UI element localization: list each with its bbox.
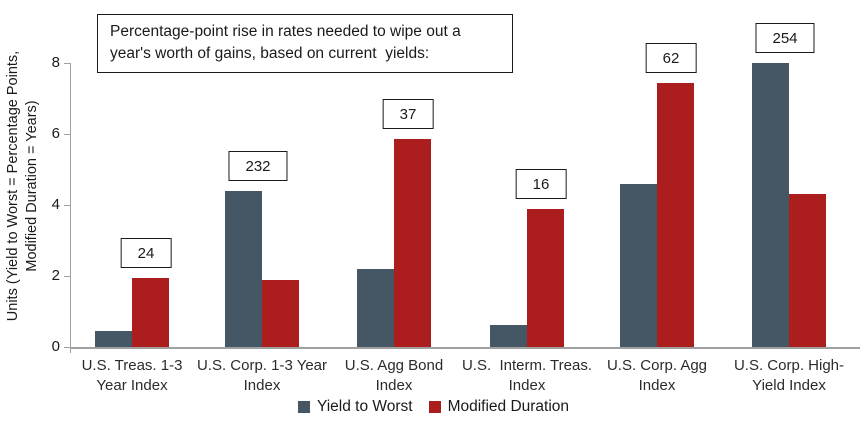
x-axis-start-tick [70, 347, 71, 353]
y-tick-mark [64, 205, 70, 206]
category-label-line: U.S. Interm. Treas. [461, 357, 593, 374]
category-label: U.S. Interm. Treas. Index [447, 356, 607, 396]
category-label-line: U.S. Corp. 1-3 Year [196, 357, 328, 374]
y-tick-label: 2 [51, 267, 60, 284]
category-label-line: Index [638, 377, 676, 394]
bar-yield-to-worst [357, 269, 394, 347]
y-tick-label: 8 [51, 54, 60, 71]
category-label-line: U.S. Treas. 1-3 [81, 357, 183, 374]
data-label-box: 62 [645, 43, 697, 73]
bar-modified-duration [789, 194, 826, 347]
category-label: U.S. Agg Bond Index [314, 356, 474, 396]
y-tick-mark [64, 63, 70, 64]
bar-yield-to-worst [95, 331, 132, 347]
bar-yield-to-worst [490, 325, 527, 347]
legend-label-yield-to-worst: Yield to Worst [316, 398, 413, 415]
category-label-line: Index [243, 377, 281, 394]
y-tick-mark [64, 134, 70, 135]
legend-label-modified-duration: Modified Duration [447, 398, 570, 415]
bar-modified-duration [132, 278, 169, 347]
legend-swatch-modified-duration [428, 401, 441, 413]
data-label-box: 232 [228, 151, 288, 181]
y-axis-title-line-1: Units (Yield to Worst = Percentage Point… [5, 50, 21, 322]
y-axis-line [70, 63, 71, 347]
legend-swatch-yield-to-worst [297, 401, 310, 413]
legend-item-yield-to-worst: Yield to Worst [297, 398, 413, 416]
bar-modified-duration [657, 83, 694, 347]
category-label: U.S. Corp. 1-3 Year Index [182, 356, 342, 396]
category-label-line: U.S. Corp. High- [733, 357, 845, 374]
x-axis-line [70, 347, 860, 349]
category-label: U.S. Treas. 1-3 Year Index [52, 356, 212, 396]
bar-modified-duration [262, 280, 299, 347]
bar-modified-duration [394, 139, 431, 347]
y-tick-mark [64, 276, 70, 277]
legend-item-modified-duration: Modified Duration [428, 398, 570, 416]
chart-title-box: Percentage-point rise in rates needed to… [97, 14, 513, 73]
data-label-box: 254 [755, 23, 815, 53]
y-tick-label: 0 [51, 338, 60, 355]
bar-yield-to-worst [752, 63, 789, 347]
category-label-line: Index [375, 377, 413, 394]
bar-yield-to-worst [620, 184, 657, 347]
data-label-box: 24 [120, 238, 172, 268]
category-label-line: U.S. Agg Bond [344, 357, 444, 374]
category-label-line: U.S. Corp. Agg [606, 357, 708, 374]
bar-yield-to-worst [225, 191, 262, 347]
chart-title-line-1: Percentage-point rise in rates needed to… [110, 23, 461, 40]
y-tick-label: 4 [51, 196, 60, 213]
category-label: U.S. Corp. High- Yield Index [709, 356, 867, 396]
category-label-line: Year Index [96, 377, 168, 394]
chart-title-line-2: year's worth of gains, based on current … [110, 45, 430, 62]
y-tick-label: 6 [51, 125, 60, 142]
data-label-box: 37 [382, 99, 434, 129]
y-tick-mark [64, 347, 70, 348]
legend: Yield to Worst Modified Duration [0, 398, 867, 416]
category-label-line: Index [508, 377, 546, 394]
category-label: U.S. Corp. Agg Index [577, 356, 737, 396]
data-label-box: 16 [515, 169, 567, 199]
bar-modified-duration [527, 209, 564, 347]
category-label-line: Yield Index [752, 377, 826, 394]
